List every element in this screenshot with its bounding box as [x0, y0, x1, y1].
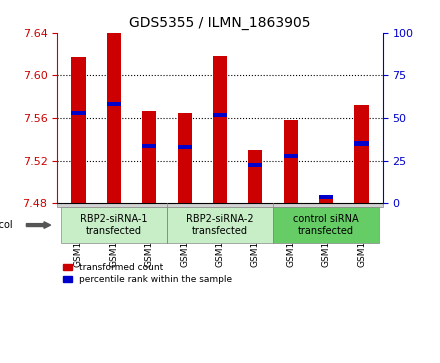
Bar	[319, 195, 333, 199]
Text: protocol: protocol	[0, 220, 13, 230]
Text: control siRNA
transfected: control siRNA transfected	[293, 214, 359, 236]
Bar	[284, 154, 298, 159]
Bar	[177, 144, 192, 149]
Text: RBP2-siRNA-2
transfected: RBP2-siRNA-2 transfected	[186, 214, 254, 236]
Bar	[248, 163, 263, 167]
Bar	[177, 113, 192, 203]
Bar	[355, 142, 369, 146]
Bar	[142, 143, 156, 148]
Legend: transformed count, percentile rank within the sample: transformed count, percentile rank withi…	[62, 262, 233, 285]
Bar	[107, 33, 121, 203]
Bar	[213, 56, 227, 203]
Title: GDS5355 / ILMN_1863905: GDS5355 / ILMN_1863905	[129, 16, 311, 30]
Bar	[142, 110, 156, 203]
Bar	[107, 102, 121, 106]
Bar	[248, 150, 263, 203]
Bar	[319, 198, 333, 203]
Text: RBP2-siRNA-1
transfected: RBP2-siRNA-1 transfected	[80, 214, 147, 236]
Bar	[284, 120, 298, 203]
Bar	[213, 113, 227, 117]
Bar	[355, 105, 369, 203]
Bar	[71, 57, 85, 203]
Bar	[71, 110, 85, 115]
